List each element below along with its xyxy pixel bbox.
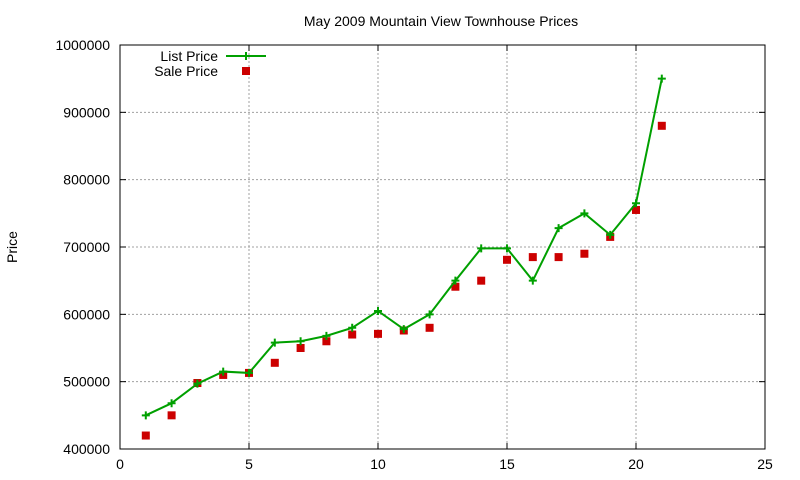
sale-price-point <box>554 253 563 262</box>
y-tick-label: 900000 <box>63 104 110 120</box>
sale-price-point <box>167 411 176 420</box>
list-price-point <box>193 379 202 388</box>
list-price-point <box>554 224 563 233</box>
list-price-point <box>451 276 460 285</box>
x-tick-label: 15 <box>499 456 515 472</box>
y-tick-label: 800000 <box>63 172 110 188</box>
y-tick-label: 700000 <box>63 239 110 255</box>
sale-price-point <box>580 249 589 258</box>
sale-price-point <box>425 323 434 332</box>
sale-price-point <box>141 431 150 440</box>
list-price-point <box>374 306 382 315</box>
sale-price-point <box>322 337 331 346</box>
x-tick-label: 25 <box>757 456 773 472</box>
legend-marker-list-price <box>242 52 250 60</box>
list-price-point <box>322 331 331 340</box>
sale-price-point <box>503 255 511 264</box>
x-tick-label: 10 <box>370 456 386 472</box>
y-tick-label: 400000 <box>63 441 110 457</box>
sale-price-point <box>374 329 382 338</box>
y-tick-label: 600000 <box>63 306 110 322</box>
list-price-point <box>296 337 305 346</box>
grid-layer <box>120 45 765 449</box>
sale-price-point <box>477 276 486 285</box>
y-tick-label: 500000 <box>63 374 110 390</box>
legend: List Price Sale Price <box>154 48 266 79</box>
sale-price-point <box>657 121 666 130</box>
list-price-point <box>606 230 615 239</box>
list-price-point <box>399 325 408 334</box>
series-layer <box>141 74 666 440</box>
x-tick-label: 5 <box>245 456 253 472</box>
sale-price-point <box>632 205 640 214</box>
tick-layer: 0 5 10 15 20 25 400000 500000 600000 700000 800000… <box>55 37 773 472</box>
sale-price-point <box>270 358 279 367</box>
sale-price-point <box>348 330 357 339</box>
list-price-point <box>657 74 666 83</box>
list-price-point <box>528 276 537 285</box>
list-price-point <box>477 244 486 253</box>
chart-title: May 2009 Mountain View Townhouse Prices <box>304 13 578 29</box>
y-axis-label: Price <box>4 231 20 263</box>
legend-marker-sale-price <box>242 67 250 75</box>
legend-label-list-price: List Price <box>160 48 218 64</box>
list-price-point <box>425 310 434 319</box>
list-price-point <box>270 338 279 347</box>
list-price-point <box>503 244 511 253</box>
list-price-point <box>580 209 589 218</box>
list-price-point <box>219 367 228 376</box>
list-price-point <box>167 399 176 408</box>
legend-label-sale-price: Sale Price <box>154 63 218 79</box>
y-tick-label: 1000000 <box>55 37 110 53</box>
list-price-point <box>348 323 357 332</box>
list-price-point <box>245 368 253 377</box>
x-tick-label: 0 <box>116 456 124 472</box>
list-price-point <box>141 411 150 420</box>
sale-price-point <box>296 344 305 352</box>
list-price-point <box>632 199 640 208</box>
x-tick-label: 20 <box>628 456 644 472</box>
sale-price-point <box>528 253 537 262</box>
sale-price-point <box>451 282 460 291</box>
